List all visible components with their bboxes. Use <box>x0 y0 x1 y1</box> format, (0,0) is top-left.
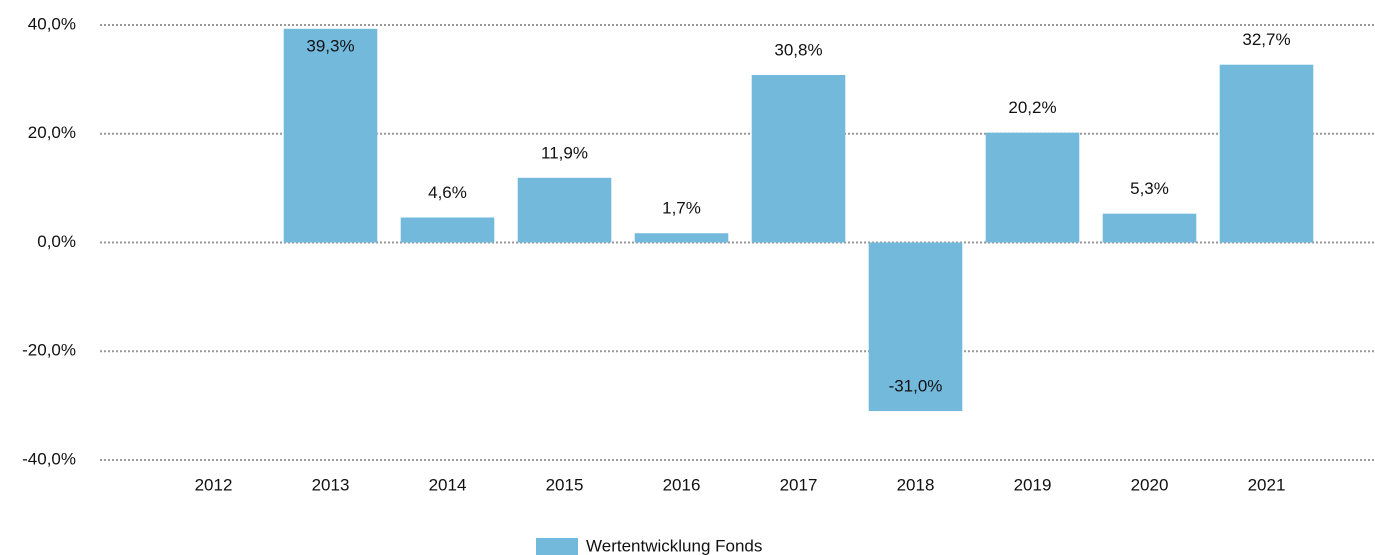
data-label: 5,3% <box>1130 179 1169 198</box>
bar <box>400 217 495 243</box>
x-tick-label: 2015 <box>546 475 584 494</box>
bar <box>868 242 963 412</box>
x-tick-label: 2014 <box>429 475 467 494</box>
bar <box>517 177 612 243</box>
bar <box>751 75 846 243</box>
x-tick-label: 2017 <box>780 475 818 494</box>
x-tick-label: 2016 <box>663 475 701 494</box>
x-tick-label: 2019 <box>1014 475 1052 494</box>
data-label: 39,3% <box>306 36 354 55</box>
y-tick-label: 20,0% <box>28 123 76 142</box>
data-label: 4,6% <box>428 183 467 202</box>
y-tick-label: -20,0% <box>22 341 76 360</box>
data-label: -31,0% <box>889 377 943 396</box>
x-tick-label: 2020 <box>1131 475 1169 494</box>
bar <box>1102 213 1197 243</box>
bar <box>985 132 1080 243</box>
x-tick-label: 2013 <box>312 475 350 494</box>
data-label: 32,7% <box>1242 30 1290 49</box>
y-tick-label: 40,0% <box>28 14 76 33</box>
data-label: 20,2% <box>1008 98 1056 117</box>
legend-label: Wertentwicklung Fonds <box>586 536 762 555</box>
bar <box>634 233 729 243</box>
data-label: 30,8% <box>774 41 822 60</box>
bar <box>283 28 378 243</box>
legend-swatch <box>536 538 578 555</box>
y-tick-label: 0,0% <box>37 232 76 251</box>
x-tick-label: 2021 <box>1248 475 1286 494</box>
data-label: 11,9% <box>541 143 588 162</box>
y-tick-label: -40,0% <box>22 449 76 468</box>
data-label: 1,7% <box>662 199 701 218</box>
x-tick-label: 2018 <box>897 475 935 494</box>
x-tick-label: 2012 <box>195 475 233 494</box>
bar <box>1219 64 1314 243</box>
